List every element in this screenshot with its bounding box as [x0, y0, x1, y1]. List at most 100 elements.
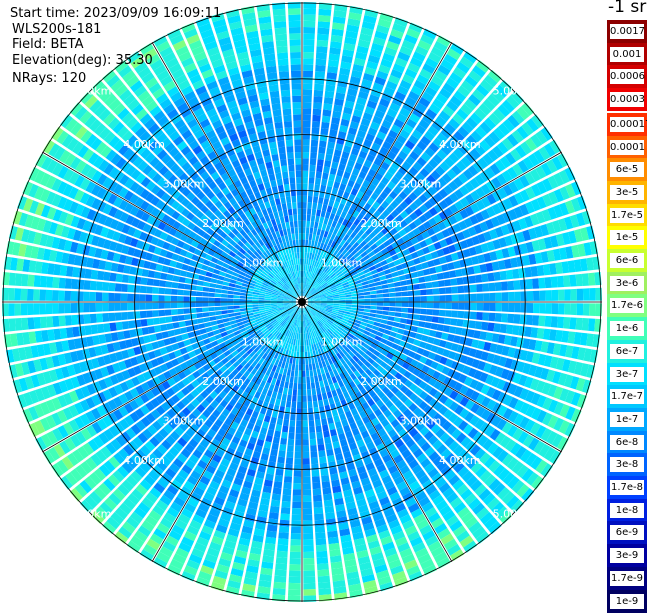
- ppi-gate-cell: [340, 61, 352, 70]
- ppi-gate-cell: [461, 470, 474, 483]
- ppi-gate-cell: [312, 234, 316, 241]
- ppi-gate-cell: [353, 196, 361, 205]
- ppi-gate-cell: [446, 515, 459, 527]
- ppi-gate-cell: [126, 540, 141, 553]
- ppi-gate-cell: [36, 218, 47, 232]
- ppi-gate-cell: [306, 313, 310, 320]
- ppi-gate-cell: [387, 443, 397, 454]
- ppi-gate-cell: [244, 448, 254, 457]
- ppi-gate-cell: [306, 293, 312, 299]
- ppi-gate-cell: [246, 293, 253, 297]
- ppi-gate-cell: [385, 80, 398, 91]
- ppi-gate-cell: [271, 294, 278, 297]
- ppi-gate-cell: [127, 226, 137, 237]
- ppi-gate-cell: [393, 140, 404, 150]
- ppi-gate-cell: [261, 315, 268, 320]
- ppi-gate-cell: [358, 170, 367, 180]
- ppi-gate-cell: [260, 272, 267, 278]
- ppi-gate-cell: [460, 103, 473, 116]
- ppi-gate-cell: [121, 283, 128, 293]
- ppi-gate-cell: [142, 428, 153, 440]
- ppi-gate-cell: [271, 410, 279, 419]
- ppi-gate-cell: [41, 329, 49, 342]
- ppi-gate-cell: [363, 202, 372, 211]
- ppi-gate-cell: [467, 367, 477, 378]
- ppi-gate-cell: [365, 219, 373, 228]
- ppi-gate-cell: [112, 252, 121, 263]
- ppi-gate-cell: [310, 445, 317, 452]
- ppi-gate-cell: [304, 307, 308, 314]
- ppi-gate-cell: [393, 363, 402, 372]
- ppi-gate-cell: [462, 424, 474, 435]
- ppi-gate-cell: [140, 444, 152, 456]
- ppi-gate-cell: [64, 278, 72, 289]
- ppi-gate-cell: [64, 303, 72, 314]
- ppi-gate-cell: [434, 522, 448, 535]
- ppi-gate-cell: [570, 408, 582, 423]
- ppi-gate-cell: [210, 438, 221, 448]
- ppi-gate-cell: [382, 52, 395, 63]
- ppi-gate-cell: [503, 335, 512, 346]
- ppi-gate-cell: [383, 438, 394, 448]
- ppi-gate-cell: [181, 57, 195, 68]
- ppi-gate-cell: [471, 339, 480, 349]
- ppi-gate-cell: [118, 89, 132, 102]
- ppi-gate-cell: [411, 417, 421, 427]
- ppi-gate-cell: [290, 539, 301, 546]
- ppi-gate-cell: [118, 254, 127, 264]
- ppi-gate-cell: [405, 356, 414, 364]
- ppi-gate-cell: [135, 449, 147, 461]
- ppi-gate-cell: [362, 315, 370, 320]
- ppi-gate-cell: [47, 263, 55, 275]
- ppi-gate-cell: [163, 423, 174, 434]
- ppi-gate-cell: [265, 331, 271, 338]
- ppi-gate-cell: [228, 574, 243, 583]
- ppi-gate-cell: [134, 185, 145, 196]
- ppi-gate-cell: [156, 444, 168, 455]
- ppi-gate-cell: [180, 448, 192, 459]
- ppi-gate-cell: [457, 449, 469, 461]
- ppi-gate-cell: [561, 359, 571, 372]
- ppi-gate-cell: [167, 419, 178, 430]
- ppi-gate-cell: [354, 333, 362, 340]
- ppi-gate-cell: [231, 228, 239, 236]
- ppi-gate-cell: [277, 272, 283, 279]
- ppi-gate-cell: [254, 391, 261, 399]
- ppi-gate-cell: [288, 310, 294, 316]
- ppi-gate-cell: [511, 460, 524, 475]
- ppi-gate-cell: [282, 368, 288, 376]
- ppi-gate-cell: [498, 356, 507, 367]
- ppi-gate-cell: [428, 142, 440, 153]
- ppi-gate-cell: [185, 427, 196, 438]
- ppi-gate-cell: [439, 161, 450, 172]
- ppi-gate-cell: [114, 507, 128, 520]
- ppi-gate-cell: [346, 375, 353, 383]
- ppi-gate-cell: [347, 179, 355, 188]
- ppi-gate-cell: [262, 41, 275, 49]
- ppi-gate-cell: [214, 433, 224, 443]
- ppi-gate-cell: [388, 559, 402, 570]
- ppi-gate-cell: [444, 341, 453, 350]
- ppi-gate-cell: [339, 322, 347, 327]
- ppi-gate-cell: [333, 302, 340, 304]
- ppi-gate-cell: [243, 399, 251, 408]
- ppi-gate-cell: [313, 330, 318, 337]
- ppi-gate-cell: [213, 356, 221, 365]
- ppi-gate-cell: [383, 302, 390, 307]
- ppi-gate-cell: [137, 66, 152, 79]
- ppi-gate-cell: [57, 238, 67, 251]
- ppi-gate-cell: [365, 174, 374, 183]
- ppi-gate-cell: [283, 268, 288, 275]
- ppi-gate-cell: [275, 315, 282, 321]
- ppi-gate-cell: [152, 218, 161, 228]
- ppi-gate-cell: [324, 436, 332, 444]
- ppi-gate-cell: [589, 349, 599, 363]
- ppi-gate-cell: [62, 183, 74, 197]
- ppi-gate-cell: [170, 358, 180, 367]
- ppi-gate-cell: [166, 108, 179, 120]
- ppi-gate-cell: [484, 425, 496, 438]
- ppi-gate-cell: [399, 79, 412, 90]
- ppi-gate-cell: [216, 490, 228, 501]
- ppi-gate-cell: [352, 325, 359, 331]
- ppi-gate-cell: [326, 306, 333, 309]
